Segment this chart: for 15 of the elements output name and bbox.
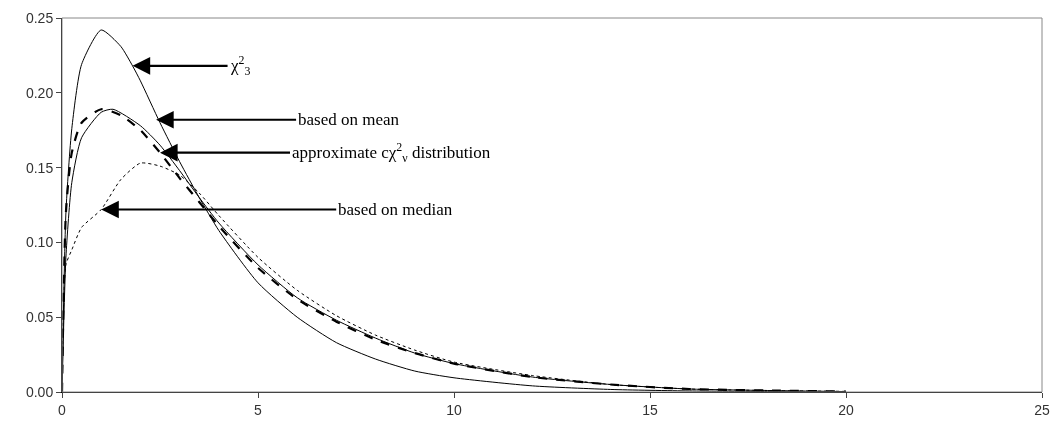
x-tick-label: 15	[642, 401, 658, 418]
annotation: approximate cχ$^{2}$$_{ν}$ distribution	[292, 140, 491, 165]
x-tick-label: 0	[58, 401, 67, 418]
x-tick-label: 5	[254, 401, 263, 418]
x-tick-label: 10	[446, 401, 462, 418]
y-tick-label: 0.15	[25, 159, 54, 176]
y-tick-label: 0.00	[25, 383, 54, 400]
x-tick-label: 25	[1034, 401, 1050, 418]
annotation: based on mean	[298, 110, 400, 129]
y-tick-label: 0.20	[25, 84, 54, 101]
annotation: based on median	[338, 200, 453, 219]
y-tick-label: 0.10	[25, 234, 54, 251]
x-tick-label: 20	[838, 401, 854, 418]
y-tick-label: 0.05	[25, 309, 54, 326]
y-tick-label: 0.25	[25, 9, 54, 26]
